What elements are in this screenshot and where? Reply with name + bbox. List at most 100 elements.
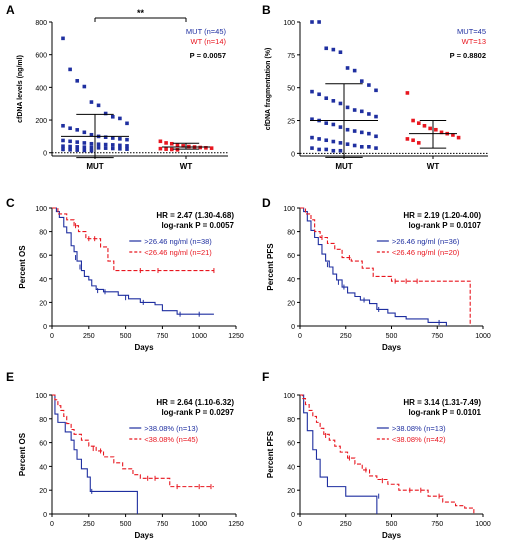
- y-tick-label: 50: [287, 86, 295, 93]
- y-tick-label: 60: [287, 253, 295, 260]
- x-tick-label: 250: [340, 521, 352, 528]
- data-point-wt: [422, 123, 427, 128]
- hazard-ratio: HR = 2.47 (1.30-4.68): [156, 211, 234, 220]
- data-point-mut: [125, 144, 129, 148]
- data-point-mut: [118, 147, 122, 151]
- y-tick-label: 20: [39, 300, 47, 307]
- y-tick-label: 40: [39, 277, 47, 284]
- data-point-mut: [89, 141, 94, 146]
- x-axis-label: Days: [382, 531, 402, 540]
- data-point-mut: [103, 111, 108, 116]
- x-axis-label: Days: [134, 531, 154, 540]
- y-tick-label: 0: [291, 151, 295, 158]
- x-tick-label: 750: [157, 333, 169, 340]
- data-point-mut: [317, 137, 321, 141]
- data-point-wt: [451, 133, 455, 137]
- y-tick-label: 40: [39, 464, 47, 471]
- data-point-wt: [209, 146, 214, 150]
- x-tick-label: 250: [83, 333, 95, 340]
- legend-high: >26.46 ng/ml (n=38): [144, 237, 212, 246]
- y-tick-label: 0: [291, 324, 295, 331]
- y-tick-label: 80: [287, 417, 295, 424]
- y-tick-label: 60: [39, 253, 47, 260]
- data-point-wt: [456, 135, 461, 140]
- data-point-mut: [68, 144, 72, 149]
- data-point-wt: [411, 138, 415, 143]
- data-point-mut: [359, 145, 364, 149]
- x-tick-label: 1000: [191, 521, 207, 528]
- y-axis-label: Percent PFS: [266, 243, 275, 291]
- data-point-mut: [324, 96, 329, 100]
- survival-curve-low: [300, 207, 471, 326]
- significance-stars: **: [137, 8, 145, 18]
- x-tick-label: 1000: [191, 333, 207, 340]
- data-point-mut: [317, 147, 321, 152]
- data-point-mut: [61, 36, 65, 41]
- survival-curve-low: [52, 394, 214, 488]
- data-point-mut: [352, 68, 357, 73]
- data-point-mut: [324, 147, 329, 152]
- data-point-mut: [345, 66, 350, 70]
- data-point-mut: [367, 112, 371, 116]
- data-point-mut: [331, 122, 336, 127]
- data-point-mut: [310, 117, 314, 122]
- data-point-mut: [82, 148, 87, 153]
- data-point-mut: [359, 130, 364, 135]
- y-tick-label: 0: [43, 151, 47, 158]
- data-point-mut: [110, 114, 115, 119]
- data-point-mut: [352, 129, 357, 133]
- data-point-mut: [324, 138, 329, 143]
- x-tick-label: 500: [120, 333, 132, 340]
- y-tick-label: 800: [35, 20, 47, 27]
- survival-curve-low: [300, 394, 475, 514]
- y-tick-label: 200: [35, 118, 47, 125]
- y-tick-label: 20: [287, 488, 295, 495]
- x-tick-label: 0: [298, 333, 302, 340]
- p-value: P = 0.8802: [450, 51, 486, 60]
- data-point-wt: [169, 141, 174, 146]
- data-point-mut: [68, 147, 72, 152]
- legend-low: <38.08% (n=45): [144, 435, 198, 444]
- data-point-mut: [110, 136, 115, 140]
- legend-low: <38.08% (n=42): [392, 435, 446, 444]
- x-tick-label: 500: [120, 521, 132, 528]
- data-point-wt: [175, 147, 180, 152]
- data-point-wt: [158, 139, 163, 144]
- y-axis-label: cfDNA levels (ng/ml): [17, 55, 24, 123]
- data-point-mut: [359, 109, 364, 114]
- data-point-mut: [310, 89, 314, 94]
- x-axis-label: Days: [134, 343, 154, 352]
- data-point-mut: [331, 139, 336, 144]
- legend-low: <26.46 ng/ml (n=21): [144, 248, 212, 257]
- data-point-mut: [345, 127, 350, 132]
- data-point-mut: [331, 148, 336, 153]
- data-point-mut: [125, 137, 129, 142]
- panel-label-D: D: [262, 196, 271, 210]
- x-tick-label: 1250: [228, 333, 244, 340]
- survival-curve-high: [52, 394, 138, 514]
- data-point-mut: [331, 99, 336, 103]
- data-point-mut: [374, 134, 378, 139]
- data-point-wt: [164, 147, 168, 151]
- panel-label-E: E: [6, 370, 14, 384]
- y-tick-label: 80: [39, 230, 47, 237]
- data-point-mut: [338, 148, 343, 153]
- logrank-p: log-rank P = 0.0057: [161, 221, 234, 230]
- data-point-mut: [352, 143, 357, 148]
- x-category-label: WT: [180, 162, 193, 171]
- panel-label-F: F: [262, 370, 269, 384]
- legend-high: >38.08% (n=13): [144, 424, 198, 433]
- data-point-mut: [359, 79, 364, 83]
- data-point-mut: [82, 141, 87, 145]
- data-point-wt: [405, 91, 410, 95]
- data-point-wt: [164, 141, 168, 145]
- y-tick-label: 100: [283, 206, 295, 213]
- logrank-p: log-rank P = 0.0101: [408, 408, 481, 417]
- x-tick-label: 0: [50, 521, 54, 528]
- data-point-wt: [175, 143, 180, 148]
- y-tick-label: 20: [39, 488, 47, 495]
- y-tick-label: 100: [283, 20, 295, 27]
- legend-high: >26.46 ng/ml (n=36): [392, 237, 460, 246]
- data-point-mut: [331, 47, 336, 52]
- data-point-mut: [61, 123, 65, 128]
